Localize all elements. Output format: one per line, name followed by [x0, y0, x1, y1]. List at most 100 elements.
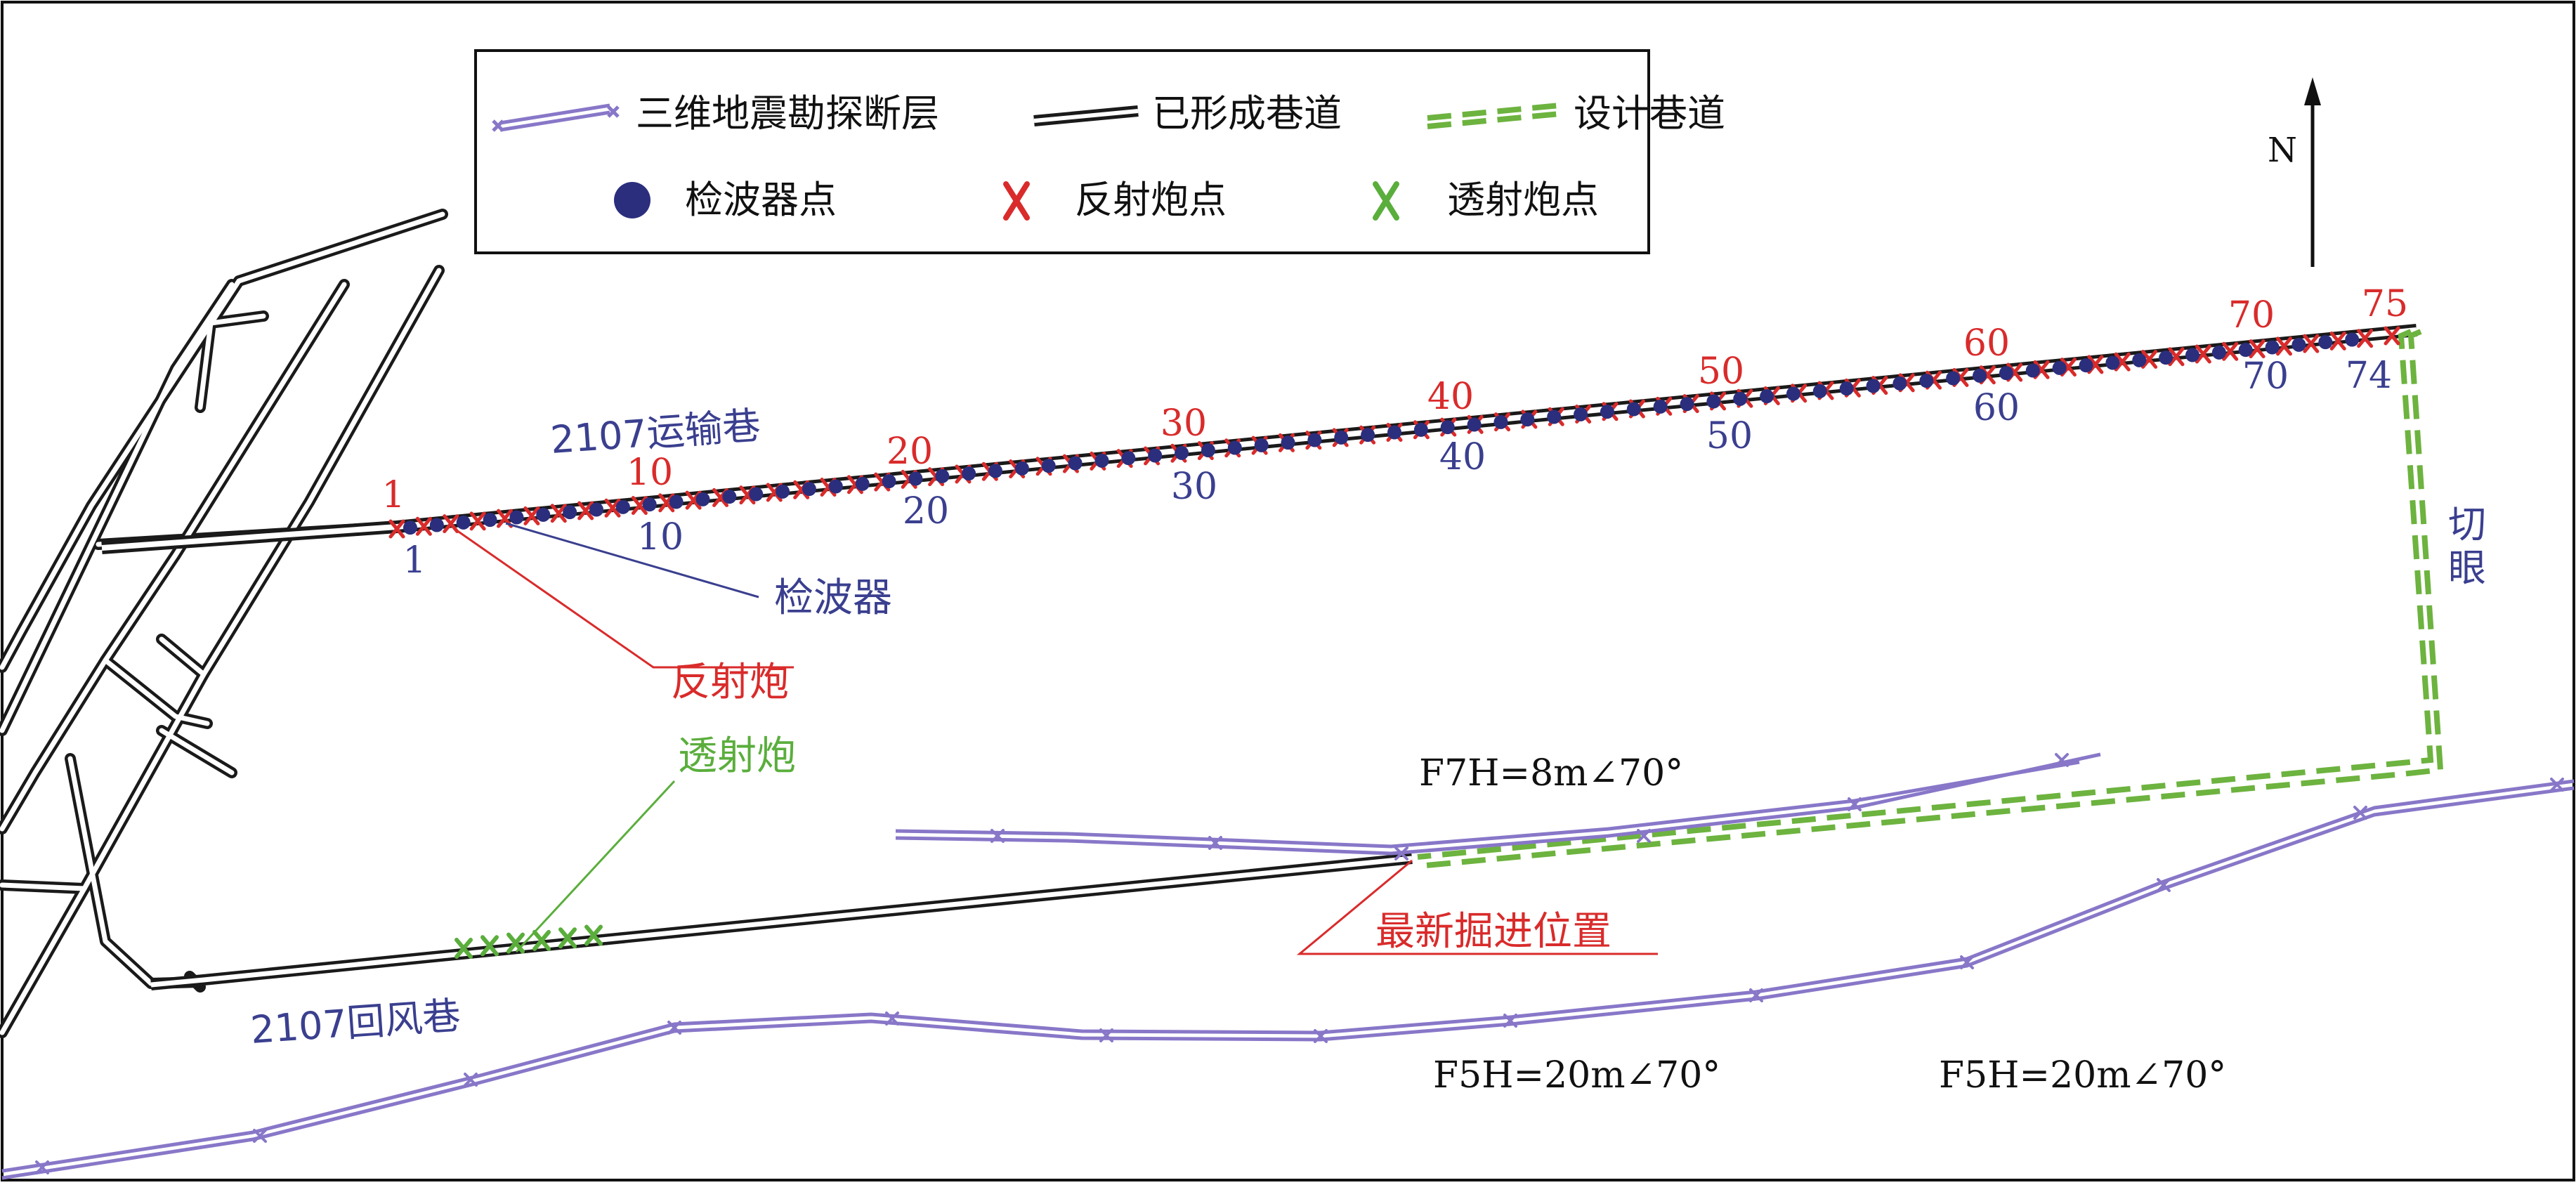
geophone-dot — [1760, 389, 1774, 404]
geophone-dot — [1041, 459, 1056, 473]
geophone-dot — [935, 469, 950, 483]
latest-position-label: 最新掘进位置 — [1375, 909, 1611, 955]
return-lane-2107 — [150, 853, 1413, 990]
shot-numbers: 1 10 20 30 40 50 60 70 75 — [381, 283, 2408, 516]
fault-cross-mark — [253, 1129, 267, 1143]
geophone-dot — [483, 513, 497, 528]
reflection-shot-mark — [631, 496, 648, 516]
geophone-dot — [2265, 340, 2280, 355]
fault-f5-left-a — [1, 990, 1757, 1173]
reflection-shot-mark — [2384, 326, 2400, 346]
shot-number-label: 40 — [1427, 376, 1474, 418]
geophone-dot — [882, 474, 896, 489]
north-arrow-icon: N — [2268, 77, 2321, 267]
geophone-dot — [2159, 351, 2173, 365]
legend: 三维地震勘探断层 已形成巷道 设计巷道 检波器点 反射炮点 透射炮点 — [474, 49, 1725, 254]
geophone-number-label: 10 — [637, 516, 684, 558]
geophone-dot — [1706, 394, 1721, 409]
fault-f5-left-b — [1, 997, 1757, 1180]
geophone-dot — [1467, 417, 1482, 432]
geophone-dot — [1733, 391, 1748, 406]
geophone-dot — [2079, 358, 2093, 373]
geophone-dot — [2318, 335, 2333, 350]
geophone-dot — [615, 499, 630, 514]
fault-cross-mark — [1208, 836, 1222, 850]
geophone-dot — [1973, 368, 1987, 383]
geophone-dot — [1866, 379, 1881, 393]
geophone-number-label: 30 — [1171, 466, 1217, 508]
fault-cross-mark — [1637, 829, 1651, 843]
geophone-dot — [1493, 414, 1508, 429]
geophones — [403, 332, 2360, 535]
geophone-dot — [1999, 366, 2013, 381]
reflection-shot-mark — [2195, 344, 2211, 364]
geophone-dot — [2291, 337, 2306, 352]
geophone-dot — [908, 471, 923, 486]
geophone-dot — [1892, 376, 1907, 391]
legend-roadway-label: 已形成巷道 — [1152, 91, 1342, 136]
geophone-dot — [1227, 440, 1242, 455]
geophone-dot — [2238, 343, 2253, 358]
transport-lane-label: 2107运输巷 — [549, 403, 762, 462]
shot-number-label: 20 — [887, 431, 933, 473]
legend-geophone-label: 检波器点 — [685, 178, 837, 222]
geophone-dot — [1361, 428, 1375, 443]
fault-cross-mark — [1314, 1029, 1328, 1043]
geophone-callout-label: 检波器 — [774, 575, 892, 621]
legend-transmission-x — [1373, 181, 1399, 221]
geophone-number-label: 1 — [403, 539, 426, 582]
legend-frame — [474, 49, 1650, 254]
reflection-shot-mark — [2329, 331, 2346, 351]
geophone-dot — [1440, 420, 1455, 435]
geophone-dot — [1680, 397, 1694, 412]
north-label: N — [2268, 131, 2297, 170]
geophone-dot — [1334, 430, 1349, 445]
geophone-dot — [1014, 461, 1029, 476]
geophone-dot — [1946, 371, 1961, 386]
geophone-dot — [988, 464, 1002, 478]
fault-cross-mark — [2157, 878, 2171, 892]
return-lane-label: 2107回风巷 — [249, 993, 462, 1052]
legend-design-label: 设计巷道 — [1574, 91, 1725, 136]
transmission-shots — [455, 924, 603, 959]
fault-f7-b — [895, 752, 2101, 856]
fault-cross-mark — [1394, 846, 1408, 860]
cut-eye-label: 切 眼 — [2448, 502, 2498, 590]
transmission-callout-line — [515, 780, 676, 953]
cut-eye-char-2: 眼 — [2448, 546, 2486, 590]
geophone-dot — [1094, 453, 1109, 468]
geophone-dot — [1574, 407, 1588, 421]
geophone-dot — [962, 466, 976, 481]
reflection-shot-mark — [388, 519, 405, 539]
callout-lines — [456, 522, 1658, 955]
reflection-shot-mark — [2249, 339, 2266, 359]
geophone-dot — [1413, 422, 1428, 437]
geophone-dot — [749, 487, 764, 502]
legend-roadway-symbol — [1033, 105, 1139, 126]
geophone-number-label: 70 — [2242, 355, 2289, 398]
shot-number-label: 60 — [1963, 322, 2010, 365]
transmission-shot-mark — [532, 929, 551, 951]
geophone-number-label: 40 — [1439, 436, 1486, 478]
geophone-dot — [1547, 410, 1562, 424]
geophone-dot — [828, 479, 843, 494]
reflection-shot-mark — [577, 501, 594, 521]
geophone-dot — [1919, 374, 1934, 388]
fault-cross-mark — [885, 1011, 899, 1026]
reflection-shot-mark — [523, 506, 540, 525]
reflection-shot-mark — [2357, 329, 2374, 348]
reflection-callout-line — [456, 529, 794, 669]
geophone-dot — [509, 510, 524, 525]
geophone-dot — [855, 476, 870, 491]
geophone-dot — [2185, 348, 2199, 362]
geophone-dot — [1148, 448, 1163, 463]
transmission-shot-mark — [455, 938, 473, 959]
geophone-number-label: 20 — [903, 490, 949, 532]
transmission-shot-mark — [480, 935, 499, 957]
geophone-dot — [1387, 425, 1401, 440]
geophone-dot — [1786, 386, 1800, 401]
fault-f5-right-a — [1756, 779, 2575, 994]
